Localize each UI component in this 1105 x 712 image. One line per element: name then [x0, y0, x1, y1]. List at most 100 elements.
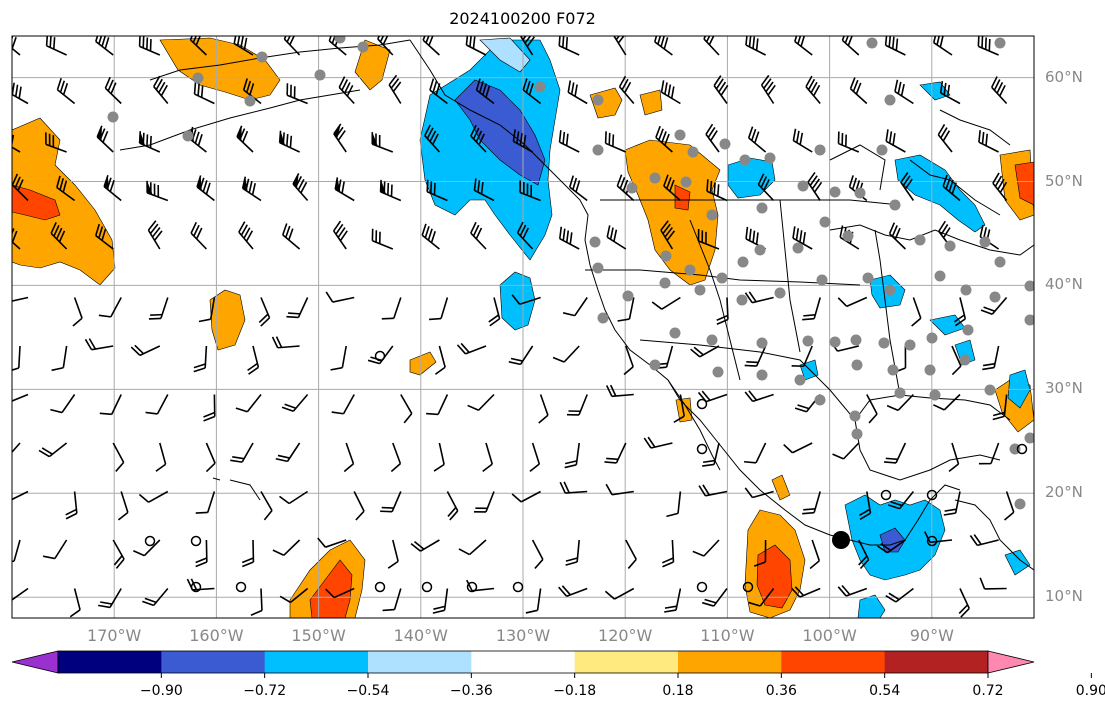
wind-barb [877, 539, 906, 554]
station-dot [849, 410, 861, 422]
wind-barb [982, 345, 1000, 371]
wind-barb [558, 130, 580, 153]
calm-ring [374, 581, 386, 593]
wind-barb [564, 442, 580, 469]
wind-barb [343, 442, 355, 473]
anomaly-region [639, 89, 663, 116]
station-dot [962, 324, 974, 336]
wind-barb [511, 294, 541, 306]
station-dot [926, 332, 938, 344]
wind-barb [701, 588, 728, 607]
wind-barb [241, 539, 255, 568]
calm-ring [421, 581, 433, 593]
wind-barb [421, 223, 440, 250]
station-dot [914, 234, 926, 246]
wind-barb [429, 78, 448, 105]
station-dot [182, 130, 194, 142]
wind-barb [205, 442, 216, 473]
wind-barb [12, 296, 29, 302]
station-dot [802, 335, 814, 347]
wind-barb [992, 172, 1008, 201]
wind-barb [744, 487, 774, 499]
wind-barb [943, 491, 961, 516]
station-dot [712, 366, 724, 378]
station-dot [660, 250, 672, 262]
wind-barb [568, 175, 588, 202]
station-dot [814, 394, 826, 406]
wind-barb [387, 539, 399, 569]
wind-barb [410, 539, 440, 552]
wind-barb [236, 125, 254, 153]
wind-barb [538, 394, 549, 424]
wind-barb [51, 345, 68, 372]
wind-barb [558, 585, 588, 597]
station-dot [674, 129, 686, 141]
station-dot [979, 236, 991, 248]
colorbar-tick-label: 0.36 [765, 683, 797, 699]
wind-barb [951, 345, 962, 376]
wind-barb [660, 80, 681, 105]
station-dot [694, 284, 706, 296]
wind-barb [432, 588, 449, 614]
station-dot [756, 202, 768, 214]
graticule [12, 36, 1034, 618]
anomaly-region [209, 289, 246, 351]
wind-barb [887, 490, 915, 510]
wind-barb [482, 442, 494, 472]
wind-barb [690, 345, 720, 358]
wind-barb [465, 36, 487, 56]
calm-ring [926, 535, 938, 547]
station-dot [534, 81, 546, 93]
station-dot [929, 389, 941, 401]
station-dot [944, 240, 956, 252]
station-dot [854, 187, 866, 199]
colorbar-tick-label: −0.90 [139, 683, 183, 699]
colorbar-segment [58, 651, 162, 673]
longitude-label: 130°W [495, 626, 551, 645]
calm-ring [235, 581, 247, 593]
station-dot [816, 274, 828, 286]
wind-barb [279, 587, 309, 604]
wind-barb [69, 588, 81, 618]
wind-barb [562, 297, 588, 317]
station-dot [756, 337, 768, 349]
wind-barb [616, 174, 635, 202]
anomaly-region [1004, 549, 1031, 576]
wind-barb [552, 345, 580, 363]
station-dot [592, 144, 604, 156]
station-dot [924, 364, 936, 376]
colorbar-segment [161, 651, 266, 673]
station-dot [687, 146, 699, 158]
calm-ring [742, 581, 754, 593]
wind-barb [84, 338, 114, 351]
wind-barb [757, 173, 775, 202]
wind-barb [147, 220, 163, 250]
station-dot [819, 216, 831, 228]
anomaly-region [12, 184, 61, 221]
coastline-segment [639, 339, 1011, 421]
wind-barb [702, 442, 720, 467]
anomaly-region [727, 157, 776, 199]
wind-barb [283, 36, 301, 56]
station-dot [904, 339, 916, 351]
anomaly-region [479, 37, 531, 73]
latitude-label: 60°N [1045, 67, 1083, 86]
wind-barb [470, 221, 487, 250]
calm-ring [374, 350, 386, 362]
wind-barb [791, 586, 821, 598]
station-dot [889, 199, 901, 211]
wind-barb [96, 125, 114, 153]
colorbar-segment [574, 651, 679, 673]
wind-barb [426, 394, 449, 416]
wind-barb [138, 131, 161, 153]
wind-barb [473, 491, 495, 513]
wind-barb [692, 539, 720, 557]
wind-barb [655, 125, 673, 153]
wind-barb [802, 491, 821, 515]
calm-ring [144, 535, 156, 547]
wind-barb [12, 228, 21, 250]
coastline-segment [829, 144, 886, 191]
wind-barb [613, 36, 627, 56]
longitude-label: 120°W [598, 626, 653, 645]
calm-ring [696, 581, 708, 593]
